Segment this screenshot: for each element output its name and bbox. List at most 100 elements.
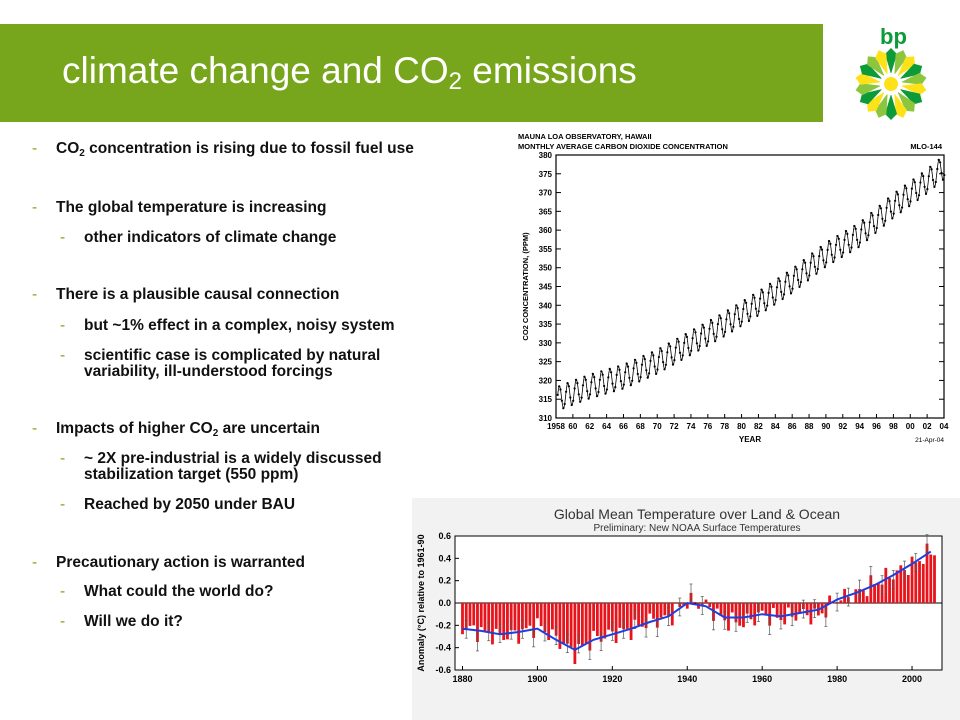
temp-bar <box>805 603 809 616</box>
co2-data-point <box>704 337 707 340</box>
co2-data-point <box>712 332 715 335</box>
logo-petal <box>855 83 882 96</box>
co2-data-point <box>778 280 781 283</box>
co2-data-point <box>912 178 915 181</box>
co2-data-point <box>601 373 604 376</box>
co2-data-point <box>659 347 662 350</box>
temp-bar <box>652 603 655 619</box>
temp-bar <box>614 603 618 643</box>
co2-data-point <box>580 396 583 399</box>
co2-data-point <box>773 303 776 306</box>
temp-bar <box>498 603 502 634</box>
co2-ytick-label: 355 <box>539 245 553 254</box>
temp-bar <box>693 601 697 603</box>
temp-bar <box>558 603 562 649</box>
co2-data-point <box>674 346 677 349</box>
co2-data-point <box>657 355 660 359</box>
co2-data-point <box>610 371 613 374</box>
temp-bar <box>921 563 925 603</box>
co2-data-point <box>743 299 746 302</box>
co2-data-point <box>927 175 930 178</box>
co2-data-point <box>642 354 645 358</box>
temp-bar <box>551 603 554 630</box>
co2-data-point <box>774 298 777 302</box>
bullet-text: scientific case is complicated by natura… <box>84 347 381 364</box>
co2-data-point <box>721 328 724 331</box>
co2-data-point <box>656 368 659 371</box>
co2-data-point <box>605 388 608 391</box>
co2-data-point <box>899 211 902 214</box>
co2-data-point <box>705 344 708 347</box>
temp-bar <box>584 603 588 644</box>
co2-data-point <box>794 265 797 268</box>
bullet-text: Will we do it? <box>84 613 183 630</box>
bullet-dash: - <box>60 496 66 513</box>
co2-ytick-label: 380 <box>539 151 553 160</box>
co2-data-point <box>631 379 634 382</box>
bullet-dash: - <box>60 450 66 467</box>
co2-data-point <box>856 238 859 241</box>
temp-bar <box>629 603 633 641</box>
bullet-item: - ~ 2X pre-industrial is a widely discuss… <box>60 451 382 483</box>
bullet-text: other indicators of climate change <box>84 229 337 246</box>
co2-data-point <box>728 312 731 315</box>
co2-data-point <box>594 387 597 390</box>
temp-bar <box>547 603 551 641</box>
title-tail: emissions <box>462 50 637 91</box>
co2-data-point <box>556 393 559 396</box>
temp-ylabel: Anomaly (°C) relative to 1961-90 <box>416 534 426 671</box>
co2-data-point <box>797 278 800 282</box>
logo-petal <box>899 63 923 79</box>
co2-data-point <box>936 167 939 171</box>
co2-data-point <box>860 228 863 231</box>
temp-bar <box>528 603 532 626</box>
co2-data-point <box>877 213 880 217</box>
temp-bar <box>588 603 592 651</box>
temp-bar <box>539 603 543 627</box>
co2-xtick-label: 92 <box>838 422 847 431</box>
co2-data-point <box>723 330 727 333</box>
bullet-dash: - <box>60 317 66 334</box>
logo-petal <box>875 93 888 118</box>
co2-data-point <box>910 187 913 190</box>
temp-smoothed-line <box>462 550 932 652</box>
co2-data-point <box>871 214 874 217</box>
temp-bar <box>491 603 494 645</box>
co2-data-point <box>698 344 701 348</box>
co2-ytick-label: 360 <box>539 226 553 235</box>
co2-data-point <box>920 172 923 175</box>
bullet-text-tail: concentration is rising due to fossil fu… <box>84 140 414 157</box>
temp-bar <box>775 603 779 618</box>
co2-data-point <box>905 187 908 190</box>
temp-ytick-label: 0.6 <box>438 531 451 541</box>
co2-data-point <box>799 281 802 284</box>
co2-data-point <box>771 296 774 299</box>
co2-xtick-label: 88 <box>805 422 814 431</box>
co2-data-point <box>692 328 696 331</box>
bullet-text: The global temperature is increasing <box>56 199 327 216</box>
co2-data-point <box>934 180 937 184</box>
co2-xtick-label: 90 <box>821 422 830 431</box>
bullet-dash: - <box>32 420 38 437</box>
co2-data-point <box>789 292 793 295</box>
co2-ytick-label: 310 <box>539 414 553 423</box>
temp-bar <box>461 603 464 635</box>
co2-data-point <box>688 354 691 357</box>
co2-xtick-label: 70 <box>653 422 662 431</box>
co2-data-point <box>633 358 637 361</box>
co2-data-point <box>777 277 780 280</box>
co2-data-point <box>638 380 641 383</box>
temp-bar <box>865 596 869 603</box>
co2-data-point <box>780 290 783 293</box>
co2-data-point <box>670 356 673 359</box>
co2-data-point <box>614 386 617 389</box>
co2-data-point <box>715 335 718 338</box>
co2-data-point <box>718 314 721 317</box>
bullet-text-tail: are uncertain <box>218 420 320 437</box>
co2-data-point <box>643 358 646 361</box>
co2-data-point <box>722 335 725 338</box>
co2-data-point <box>829 242 832 245</box>
co2-data-point <box>878 204 881 207</box>
co2-data-point <box>708 327 711 330</box>
temp-bar <box>685 603 689 609</box>
